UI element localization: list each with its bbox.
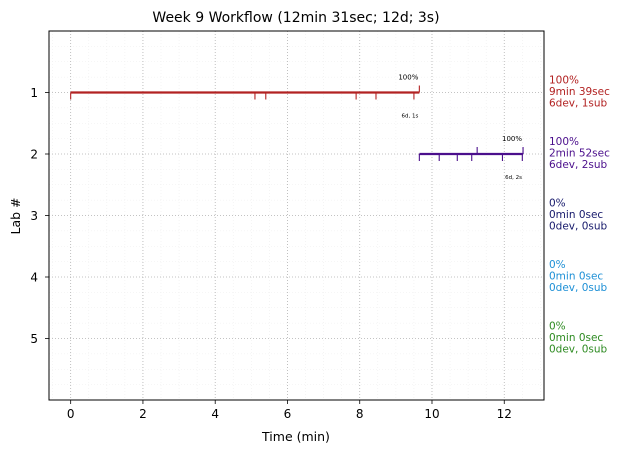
major-grid xyxy=(49,31,544,400)
lab-3-summary-line: 0min 0sec xyxy=(549,209,603,221)
x-tick-label: 0 xyxy=(67,407,75,421)
y-axis-label: Lab # xyxy=(8,197,23,234)
y-tick-label: 2 xyxy=(30,148,38,162)
lab-4-summary-line: 0min 0sec xyxy=(549,271,603,283)
lab-3-summary-line: 0dev, 0sub xyxy=(549,221,608,233)
x-tick-label: 8 xyxy=(356,407,364,421)
lab-2-summary-line: 2min 52sec xyxy=(549,148,610,160)
y-tick-label: 5 xyxy=(30,332,38,346)
lab-1-summary-line: 6dev, 1sub xyxy=(549,98,608,110)
y-axis-ticks: 1 2 3 4 5 xyxy=(30,86,49,346)
x-tick-label: 4 xyxy=(211,407,219,421)
y-tick-label: 4 xyxy=(30,271,38,285)
lab-1-counts-label: 6d, 1s xyxy=(401,114,418,120)
lab-4-summary-line: 0% xyxy=(549,259,566,271)
lab-3-summary-line: 0% xyxy=(549,198,566,210)
x-axis-ticks: 0 2 4 6 8 10 12 xyxy=(67,400,512,421)
lab-5-summary-line: 0min 0sec xyxy=(549,332,603,344)
y-tick-label: 1 xyxy=(30,86,38,100)
lab-2-percent-label: 100% xyxy=(502,135,522,143)
lab-5-summary-line: 0% xyxy=(549,321,566,333)
x-tick-label: 2 xyxy=(139,407,147,421)
x-tick-label: 6 xyxy=(284,407,292,421)
lab-bars: 100% 6d, 1s 100% 6d, 2s xyxy=(70,74,524,181)
x-axis-label: Time (min) xyxy=(261,429,330,444)
lab-5-summary-line: 0dev, 0sub xyxy=(549,344,608,356)
lab-2-summary-line: 6dev, 2sub xyxy=(549,159,608,171)
lab-1-summary-line: 100% xyxy=(549,75,579,87)
x-tick-label: 12 xyxy=(497,407,512,421)
lab-2-counts-label: 6d, 2s xyxy=(505,175,522,181)
chart-title: Week 9 Workflow (12min 31sec; 12d; 3s) xyxy=(152,10,439,26)
lab-1-summary-line: 9min 39sec xyxy=(549,86,610,98)
lab-4-summary-line: 0dev, 0sub xyxy=(549,282,608,294)
lab-2-summary-line: 100% xyxy=(549,136,579,148)
lab-1-percent-label: 100% xyxy=(398,74,418,82)
x-tick-label: 10 xyxy=(424,407,439,421)
y-tick-label: 3 xyxy=(30,209,38,223)
